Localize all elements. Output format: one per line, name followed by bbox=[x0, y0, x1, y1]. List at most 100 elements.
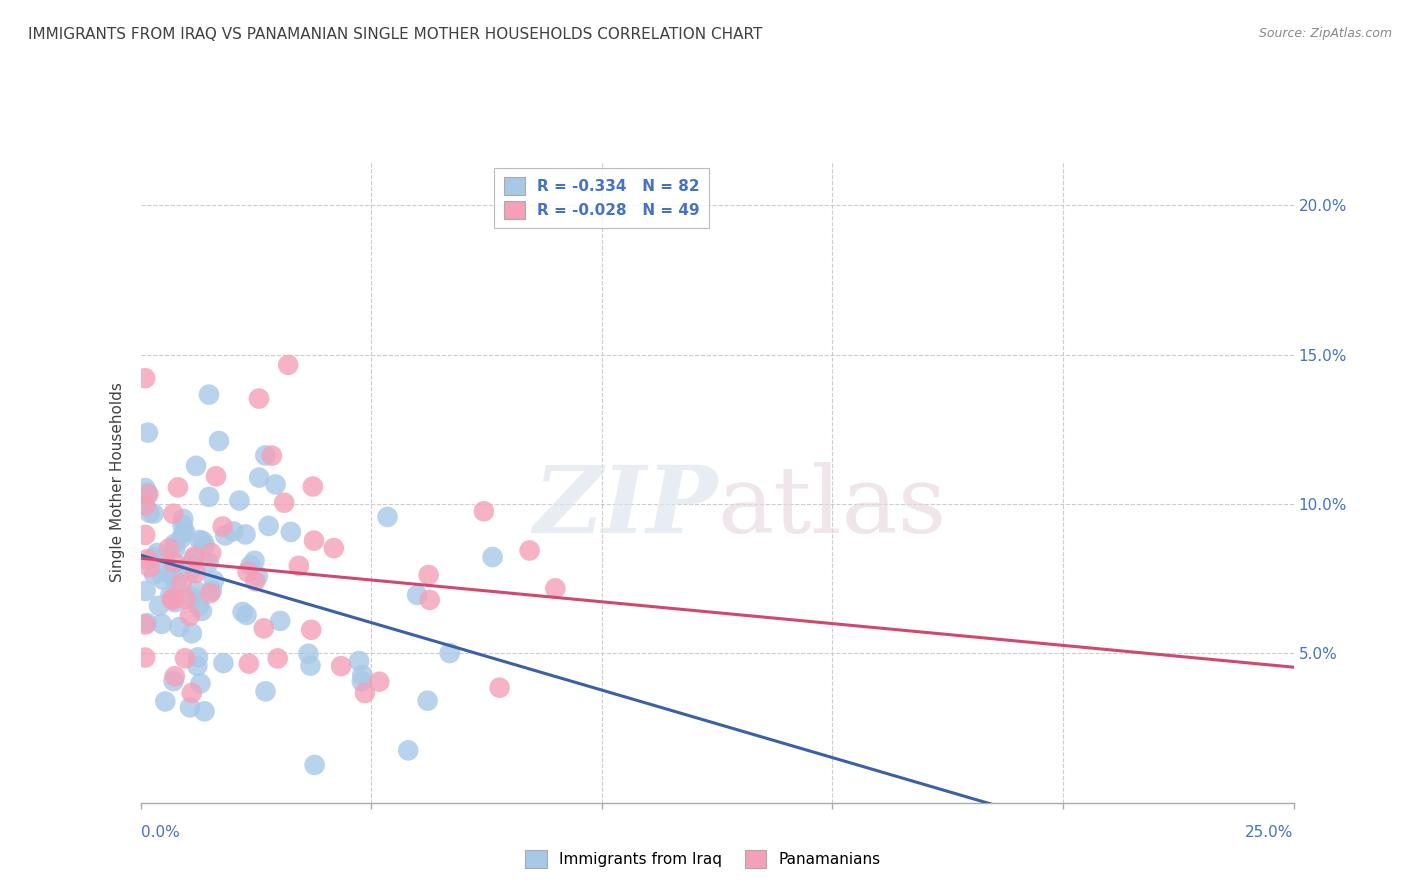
Point bbox=[322, 541, 344, 555]
Point bbox=[260, 449, 283, 463]
Point bbox=[134, 650, 156, 665]
Point bbox=[188, 533, 211, 547]
Point bbox=[299, 658, 322, 673]
Point bbox=[163, 595, 186, 609]
Point bbox=[179, 700, 201, 714]
Point bbox=[212, 656, 235, 670]
Point bbox=[214, 528, 236, 542]
Point bbox=[174, 651, 197, 665]
Point bbox=[179, 608, 201, 623]
Point bbox=[208, 434, 231, 448]
Point bbox=[162, 507, 184, 521]
Point bbox=[481, 549, 503, 564]
Point bbox=[167, 480, 190, 494]
Point bbox=[201, 583, 224, 598]
Text: atlas: atlas bbox=[717, 462, 946, 552]
Point bbox=[194, 538, 217, 552]
Point bbox=[134, 371, 156, 385]
Point bbox=[180, 626, 202, 640]
Point bbox=[297, 647, 319, 661]
Point bbox=[254, 449, 277, 463]
Point bbox=[146, 546, 169, 560]
Point bbox=[288, 558, 311, 573]
Point bbox=[174, 592, 197, 607]
Point bbox=[180, 686, 202, 700]
Point bbox=[143, 567, 166, 582]
Point bbox=[519, 543, 541, 558]
Point bbox=[183, 549, 205, 564]
Point bbox=[169, 620, 191, 634]
Point bbox=[155, 694, 177, 708]
Point bbox=[193, 704, 215, 718]
Point bbox=[254, 684, 277, 698]
Point bbox=[187, 599, 209, 614]
Point bbox=[163, 537, 186, 551]
Point bbox=[173, 525, 195, 540]
Point bbox=[179, 565, 201, 579]
Point bbox=[138, 506, 160, 520]
Point bbox=[191, 604, 214, 618]
Point bbox=[162, 674, 184, 689]
Point bbox=[247, 392, 270, 406]
Point bbox=[200, 546, 222, 560]
Point bbox=[173, 524, 195, 539]
Point bbox=[134, 617, 156, 632]
Point bbox=[247, 470, 270, 484]
Legend: R = -0.334   N = 82, R = -0.028   N = 49: R = -0.334 N = 82, R = -0.028 N = 49 bbox=[495, 169, 709, 228]
Point bbox=[148, 599, 170, 613]
Point bbox=[396, 743, 419, 757]
Point bbox=[152, 573, 174, 587]
Point bbox=[150, 616, 173, 631]
Point bbox=[228, 493, 250, 508]
Point bbox=[170, 532, 193, 546]
Point bbox=[163, 555, 186, 569]
Text: 0.0%: 0.0% bbox=[141, 825, 180, 840]
Point bbox=[246, 569, 269, 583]
Point bbox=[264, 477, 287, 491]
Point bbox=[172, 517, 194, 532]
Point bbox=[302, 533, 325, 548]
Point bbox=[257, 519, 280, 533]
Point bbox=[235, 607, 257, 622]
Point bbox=[354, 686, 377, 700]
Point bbox=[198, 490, 221, 504]
Text: Source: ZipAtlas.com: Source: ZipAtlas.com bbox=[1258, 27, 1392, 40]
Point bbox=[136, 485, 159, 500]
Point bbox=[135, 583, 157, 598]
Point bbox=[184, 458, 207, 473]
Point bbox=[202, 574, 225, 588]
Point bbox=[239, 558, 262, 573]
Point bbox=[138, 487, 160, 501]
Point bbox=[134, 490, 156, 504]
Point bbox=[280, 524, 302, 539]
Text: IMMIGRANTS FROM IRAQ VS PANAMANIAN SINGLE MOTHER HOUSEHOLDS CORRELATION CHART: IMMIGRANTS FROM IRAQ VS PANAMANIAN SINGL… bbox=[28, 27, 762, 42]
Point bbox=[180, 590, 202, 604]
Point bbox=[138, 560, 160, 574]
Point bbox=[160, 567, 183, 582]
Text: 25.0%: 25.0% bbox=[1246, 825, 1294, 840]
Point bbox=[472, 504, 495, 518]
Point bbox=[488, 681, 510, 695]
Point bbox=[191, 534, 214, 549]
Point bbox=[243, 554, 266, 568]
Point bbox=[368, 674, 391, 689]
Point bbox=[159, 588, 181, 602]
Point bbox=[222, 524, 245, 539]
Point bbox=[238, 657, 260, 671]
Point bbox=[416, 693, 439, 707]
Point bbox=[187, 650, 209, 665]
Point bbox=[377, 509, 399, 524]
Point bbox=[352, 668, 374, 682]
Point bbox=[179, 557, 201, 571]
Point bbox=[211, 519, 233, 533]
Point bbox=[190, 676, 212, 690]
Point bbox=[134, 481, 156, 495]
Point bbox=[183, 551, 205, 566]
Point bbox=[166, 576, 188, 591]
Point bbox=[142, 550, 165, 565]
Point bbox=[186, 658, 208, 673]
Point bbox=[134, 528, 156, 542]
Point bbox=[142, 507, 165, 521]
Point bbox=[136, 425, 159, 440]
Point bbox=[418, 568, 440, 582]
